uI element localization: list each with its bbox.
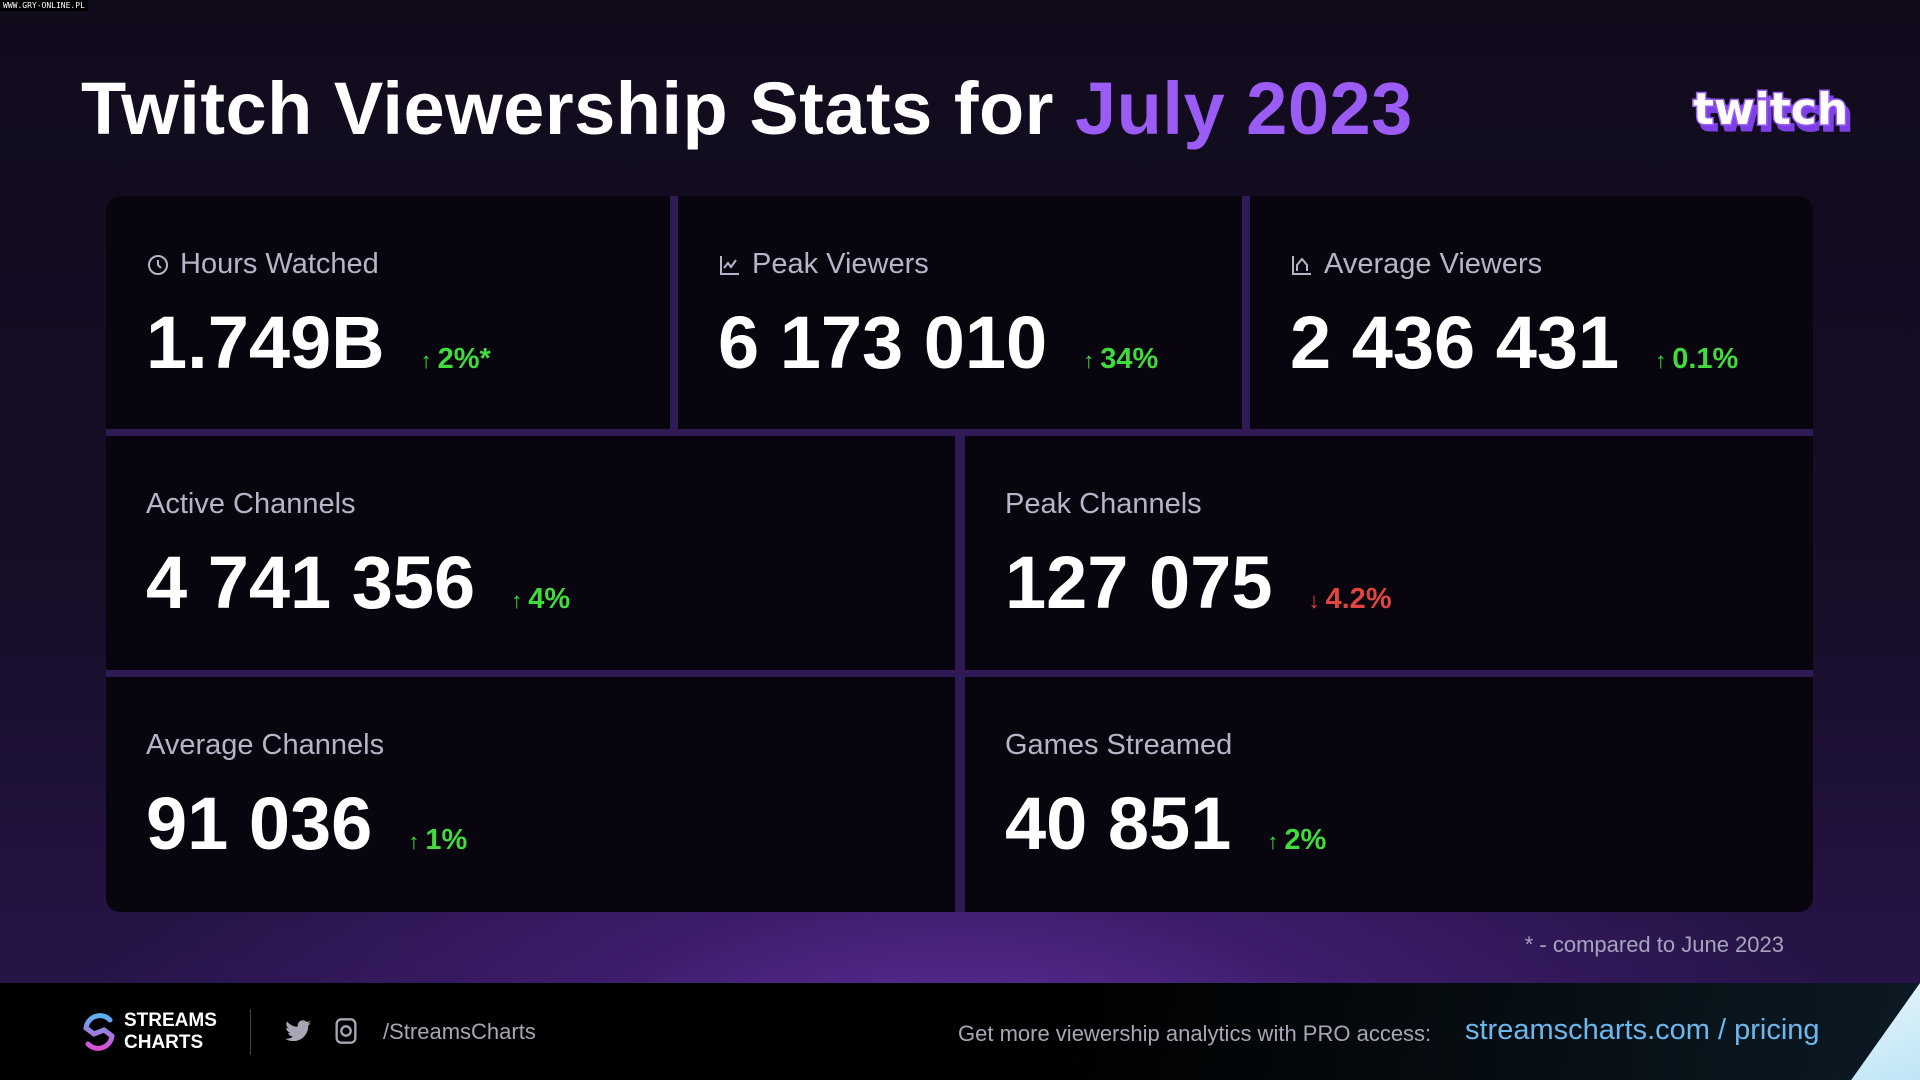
streamscharts-logo[interactable]: STREAMS CHARTS — [80, 1010, 217, 1054]
arrow-up-icon: ↑ — [1267, 829, 1279, 854]
stat-card-hours-watched: Hours Watched 1.749B ↑ 2%* — [106, 196, 670, 429]
change-value: 2% — [1284, 824, 1327, 856]
change-value: 0.1% — [1672, 343, 1739, 375]
arrow-down-icon: ↓ — [1308, 588, 1320, 613]
stat-change: ↑ 4% — [511, 583, 570, 616]
arrow-up-icon: ↑ — [1083, 348, 1095, 373]
stat-label: Average Channels — [146, 729, 385, 761]
stat-label: Peak Channels — [1005, 488, 1202, 520]
title-main: Twitch Viewership Stats for — [81, 67, 1076, 150]
change-value: 1% — [425, 824, 468, 856]
stat-card-games-streamed: Games Streamed 40 851 ↑ 2% — [965, 677, 1813, 912]
stat-change: ↑ 34% — [1083, 343, 1158, 376]
page-title: Twitch Viewership Stats for July 2023 — [81, 66, 1413, 151]
arrow-up-icon: ↑ — [511, 588, 523, 613]
stats-grid: Hours Watched 1.749B ↑ 2%* Peak Viewers 6 … — [106, 196, 1813, 912]
social-handle[interactable]: /StreamsCharts — [383, 1019, 536, 1044]
chart-icon — [720, 255, 739, 275]
arrow-up-icon: ↑ — [420, 348, 432, 373]
stat-card-average-viewers: Average Viewers 2 436 431 ↑ 0.1% — [1250, 196, 1813, 429]
title-accent: July 2023 — [1075, 67, 1413, 150]
decorative-wedge — [1851, 983, 1920, 1080]
divider — [250, 1009, 251, 1055]
stat-value: 2 436 431 — [1290, 301, 1620, 384]
stat-value: 4 741 356 — [146, 541, 476, 624]
average-chart-icon — [1292, 255, 1311, 275]
stat-value: 40 851 — [1005, 782, 1232, 865]
change-value: 34% — [1100, 343, 1159, 375]
stat-label: Average Viewers — [1324, 248, 1543, 280]
stat-card-average-channels: Average Channels 91 036 ↑ 1% — [106, 677, 955, 912]
stat-value: 1.749B — [146, 301, 385, 384]
stat-change: ↓ 4.2% — [1309, 583, 1392, 616]
streamscharts-logo-icon — [83, 1013, 115, 1051]
stat-label: Games Streamed — [1005, 729, 1233, 761]
stat-value: 127 075 — [1005, 541, 1273, 624]
footnote: * - compared to June 2023 — [1524, 932, 1784, 957]
stat-card-peak-channels: Peak Channels 127 075 ↓ 4.2% — [965, 436, 1813, 670]
stat-label: Active Channels — [146, 488, 356, 520]
stat-card-active-channels: Active Channels 4 741 356 ↑ 4% — [106, 436, 955, 670]
stat-label: Peak Viewers — [752, 248, 929, 280]
brand-line-2: CHARTS — [124, 1032, 204, 1053]
stat-change: ↑ 1% — [408, 824, 467, 857]
change-value: 4% — [528, 583, 571, 615]
pricing-link[interactable]: streamscharts.com / pricing — [1465, 1014, 1820, 1046]
change-value: 2%* — [437, 343, 491, 375]
stat-change: ↑ 0.1% — [1655, 343, 1738, 376]
stat-value: 6 173 010 — [718, 301, 1048, 384]
instagram-icon[interactable] — [332, 1017, 360, 1045]
arrow-up-icon: ↑ — [1655, 348, 1667, 373]
footer: STREAMS CHARTS /StreamsCharts Get more vi… — [0, 983, 1920, 1080]
arrow-up-icon: ↑ — [408, 829, 420, 854]
clock-icon — [148, 254, 168, 275]
brand-line-1: STREAMS — [124, 1010, 217, 1031]
stat-card-peak-viewers: Peak Viewers 6 173 010 ↑ 34% — [678, 196, 1242, 429]
change-value: 4.2% — [1325, 583, 1392, 615]
stat-change: ↑ 2%* — [421, 343, 491, 376]
twitch-logo-text: twitch — [1693, 84, 1848, 135]
promo-text: Get more viewership analytics with PRO a… — [958, 1021, 1432, 1046]
stat-label: Hours Watched — [180, 248, 379, 280]
twitch-logo: twitch — [1692, 83, 1850, 137]
stat-value: 91 036 — [146, 782, 373, 865]
twitter-icon[interactable] — [284, 1017, 312, 1045]
stat-change: ↑ 2% — [1267, 824, 1326, 857]
watermark: WWW.GRY-ONLINE.PL — [0, 0, 88, 11]
